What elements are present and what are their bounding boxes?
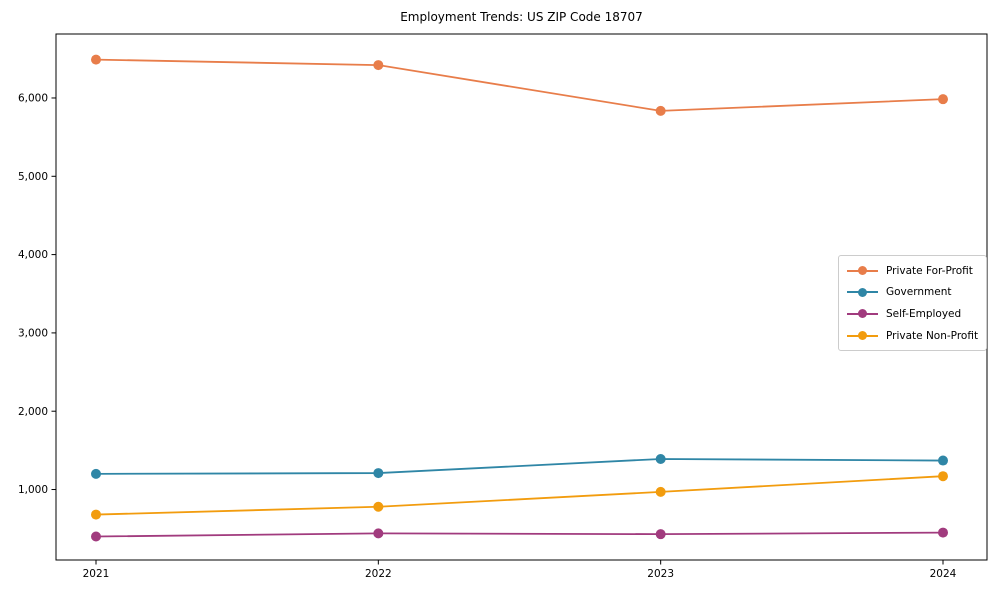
data-point-marker — [373, 501, 384, 512]
y-tick-label: 6,000 — [18, 93, 48, 105]
y-tick-label: 5,000 — [18, 171, 48, 183]
legend-line-marker-icon — [847, 287, 878, 297]
data-point-marker — [938, 471, 948, 482]
chart-title: Employment Trends: US ZIP Code 18707 — [400, 10, 643, 24]
y-tick-label: 3,000 — [18, 328, 48, 340]
data-point-marker — [91, 531, 101, 542]
legend-item-label: Private For-Profit — [886, 264, 973, 277]
data-point-marker — [655, 105, 666, 116]
series-line-private-for-profit — [95, 58, 944, 112]
data-point-marker — [373, 60, 384, 71]
data-point-marker — [91, 468, 101, 479]
data-point-marker — [938, 527, 948, 538]
data-point-marker — [91, 54, 101, 65]
data-point-marker — [655, 529, 666, 540]
series-line-private-non-profit — [95, 475, 944, 516]
legend-line-marker-icon — [847, 309, 878, 319]
series-line-government — [95, 458, 944, 475]
legend-line-marker-icon — [847, 266, 878, 276]
data-point-marker — [655, 486, 666, 497]
legend-item: Government — [847, 282, 978, 304]
legend-dot-icon — [858, 309, 867, 319]
data-point-marker — [373, 468, 384, 479]
y-tick-label: 1,000 — [18, 484, 48, 496]
legend-dot-icon — [858, 266, 867, 276]
legend-dot-icon — [858, 331, 867, 341]
data-point-marker — [938, 455, 948, 466]
data-point-marker — [373, 528, 384, 539]
data-point-marker — [91, 509, 101, 520]
legend-item-label: Government — [886, 286, 952, 299]
legend-item: Private For-Profit — [847, 260, 978, 282]
data-point-marker — [938, 94, 948, 105]
y-tick-label: 4,000 — [18, 249, 48, 261]
legend-line-marker-icon — [847, 331, 878, 341]
legend: Private For-Profit Government Self-Employe… — [838, 255, 988, 352]
x-tick-label: 2023 — [647, 568, 674, 580]
legend-item-label: Self-Employed — [886, 307, 962, 320]
legend-dot-icon — [858, 287, 867, 297]
legend-item: Self-Employed — [847, 303, 978, 325]
y-tick-label: 2,000 — [18, 406, 48, 418]
data-point-marker — [655, 453, 666, 464]
series-line-self-employed — [95, 531, 944, 538]
x-tick-label: 2024 — [930, 568, 957, 580]
x-tick-label: 2022 — [365, 568, 392, 580]
legend-item: Private Non-Profit — [847, 325, 978, 347]
legend-item-label: Private Non-Profit — [886, 329, 979, 342]
x-tick-label: 2021 — [83, 568, 110, 580]
